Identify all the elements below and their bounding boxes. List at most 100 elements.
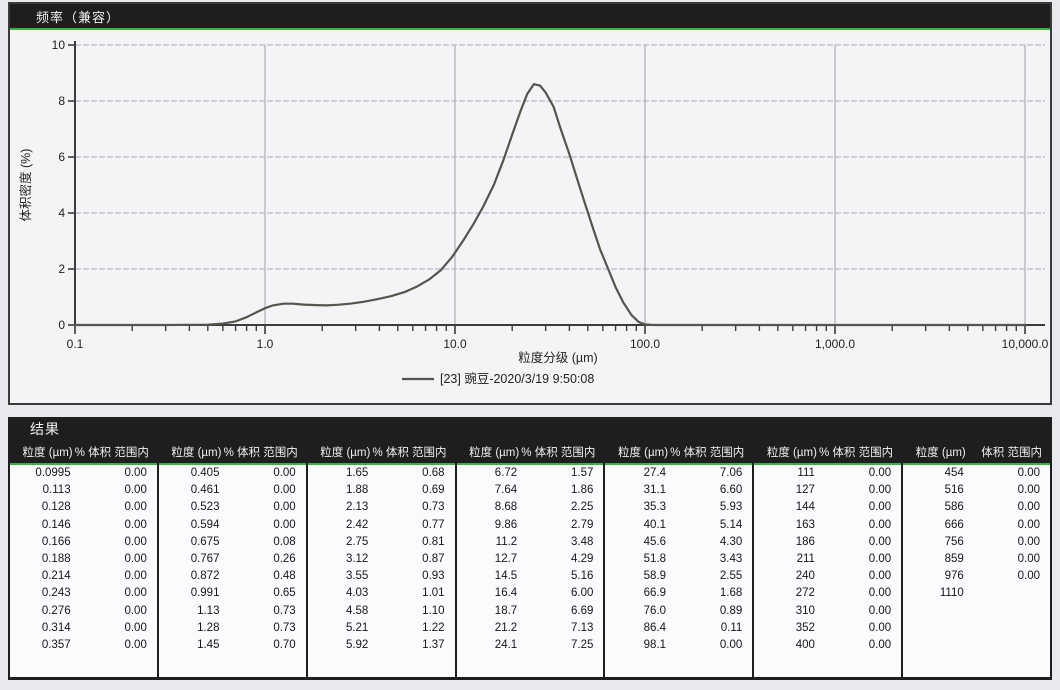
table-row: 18.7 6.69 xyxy=(457,603,604,620)
table-row: 516 0.00 xyxy=(903,482,1050,499)
results-column-group: 粒度 (µm)% 体积 范围内 0.405 0.00 0.461 0.00 0.523 0.… xyxy=(156,441,306,677)
table-row: 144 0.00 xyxy=(754,499,901,516)
volume-pct-cell: 0.00 xyxy=(124,587,147,600)
table-row: 756 0.00 xyxy=(903,534,1050,551)
volume-pct-cell: 0.00 xyxy=(1017,552,1040,565)
table-row: 35.3 5.93 xyxy=(605,499,752,516)
size-value-cell: 310 xyxy=(795,604,815,617)
table-row: 40.1 5.14 xyxy=(605,517,752,534)
table-row: 0.767 0.26 xyxy=(159,551,306,568)
size-value-cell: 1110 xyxy=(939,587,964,600)
size-value-cell: 111 xyxy=(797,467,815,479)
size-value-cell: 3.12 xyxy=(345,552,369,565)
table-row: 0.214 0.00 xyxy=(10,568,157,585)
table-row: 352 0.00 xyxy=(754,620,901,637)
volume-pct-cell: 0.65 xyxy=(273,587,296,600)
table-row: 76.0 0.89 xyxy=(605,603,752,620)
volume-pct-cell: 3.48 xyxy=(571,535,594,548)
volume-pct-cell: 0.00 xyxy=(868,621,892,634)
table-row: 4.58 1.10 xyxy=(308,603,455,620)
y-tick-label: 4 xyxy=(58,206,65,220)
table-row: 27.4 7.06 xyxy=(605,465,752,482)
results-column-header-row: 粒度 (µm)% 体积 范围内 xyxy=(10,441,157,465)
table-row: 310 0.00 xyxy=(754,603,901,620)
volume-pct-cell: 0.00 xyxy=(868,535,892,548)
size-value-cell: 35.3 xyxy=(643,501,667,514)
size-value-cell: 27.4 xyxy=(643,467,667,479)
volume-pct-cell: 0.68 xyxy=(422,467,445,479)
size-value-cell: 5.21 xyxy=(345,621,369,634)
table-row: 0.0995 0.00 xyxy=(10,465,157,482)
volume-pct-cell: 4.29 xyxy=(571,552,594,565)
size-value-cell: 0.357 xyxy=(41,638,71,651)
size-value-cell: 272 xyxy=(795,587,815,600)
table-row: 16.4 6.00 xyxy=(457,585,604,602)
size-column-header: 粒度 (µm) xyxy=(171,447,222,459)
volume-pct-cell: 0.48 xyxy=(273,570,296,583)
size-column-header: 粒度 (µm) xyxy=(320,447,371,459)
x-tick-label: 10,000.0 xyxy=(1002,337,1049,351)
table-row: 12.7 4.29 xyxy=(457,551,604,568)
size-value-cell: 0.461 xyxy=(190,484,220,497)
volume-pct-cell: 2.25 xyxy=(571,501,594,514)
volume-pct-cell: 0.11 xyxy=(720,621,743,634)
results-column-group: 粒度 (µm)% 体积 范围内 1.65 0.68 1.88 0.69 2.13 0.73 2… xyxy=(305,441,455,677)
size-column-header: 粒度 (µm) xyxy=(766,447,817,459)
results-column-header-row: 粒度 (µm)% 体积 范围内 xyxy=(456,441,604,465)
size-value-cell: 0.0995 xyxy=(35,467,71,479)
table-row: 31.1 6.60 xyxy=(605,482,752,499)
size-value-cell: 144 xyxy=(795,501,815,514)
table-row: 8.68 2.25 xyxy=(457,499,604,516)
table-row: 454 0.00 xyxy=(903,465,1050,482)
size-value-cell: 8.68 xyxy=(494,501,518,514)
size-value-cell: 4.03 xyxy=(345,587,369,600)
table-row: 0.357 0.00 xyxy=(10,637,157,654)
results-column-group: 粒度 (µm)% 体积 范围内 0.0995 0.00 0.113 0.00 0.128 0… xyxy=(8,441,157,677)
volume-pct-cell: 0.77 xyxy=(422,518,445,531)
chart-title: 频率（兼容） xyxy=(36,9,121,25)
volume-pct-cell: 0.00 xyxy=(868,570,892,583)
frequency-curve xyxy=(73,83,1027,327)
table-row: 1.28 0.73 xyxy=(159,620,306,637)
table-row: 3.12 0.87 xyxy=(308,551,455,568)
volume-pct-cell: 1.37 xyxy=(422,638,445,651)
volume-pct-cell: 0.00 xyxy=(868,552,892,565)
volume-pct-cell: 0.00 xyxy=(124,570,147,583)
results-column-header-row: 粒度 (µm)% 体积 范围内 xyxy=(605,441,753,465)
size-value-cell: 12.7 xyxy=(494,552,518,565)
size-value-cell: 516 xyxy=(944,484,964,497)
volume-pct-cell: 0.00 xyxy=(124,467,147,479)
volume-pct-cell: 0.00 xyxy=(124,484,147,497)
results-title-bar: 结果 xyxy=(8,417,1052,441)
table-row: 272 0.00 xyxy=(754,585,901,602)
size-value-cell: 163 xyxy=(795,518,815,531)
table-row: 11.2 3.48 xyxy=(457,534,604,551)
results-title: 结果 xyxy=(30,421,60,437)
y-tick-label: 2 xyxy=(58,262,65,276)
table-row: 45.6 4.30 xyxy=(605,534,752,551)
size-value-cell: 454 xyxy=(944,467,964,479)
size-value-cell: 0.767 xyxy=(190,552,220,565)
volume-pct-cell: 0.00 xyxy=(868,484,892,497)
volume-pct-cell: 0.00 xyxy=(273,501,296,514)
table-row: 5.92 1.37 xyxy=(308,637,455,654)
x-tick-label: 10.0 xyxy=(443,337,467,351)
table-row: 51.8 3.43 xyxy=(605,551,752,568)
table-row: 1.45 0.70 xyxy=(159,637,306,654)
volume-pct-cell: 2.55 xyxy=(719,570,743,583)
size-value-cell: 0.214 xyxy=(41,570,71,583)
size-value-cell: 3.55 xyxy=(345,570,369,583)
table-row: 0.188 0.00 xyxy=(10,551,157,568)
table-row: 0.314 0.00 xyxy=(10,620,157,637)
volume-pct-cell: 2.79 xyxy=(571,518,594,531)
size-value-cell: 51.8 xyxy=(643,552,667,565)
results-column-group: 粒度 (µm)% 体积 范围内 111 0.00 127 0.00 144 0.00 163 0… xyxy=(752,441,902,677)
table-row: 7.64 1.86 xyxy=(457,482,604,499)
table-row: 1.13 0.73 xyxy=(159,603,306,620)
table-row: 0.675 0.08 xyxy=(159,534,306,551)
size-value-cell: 21.2 xyxy=(494,621,518,634)
volume-pct-cell: 0.69 xyxy=(422,484,445,497)
x-tick-label: 0.1 xyxy=(67,337,84,351)
volume-pct-cell: 0.00 xyxy=(868,587,892,600)
size-value-cell: 1.28 xyxy=(197,621,220,634)
